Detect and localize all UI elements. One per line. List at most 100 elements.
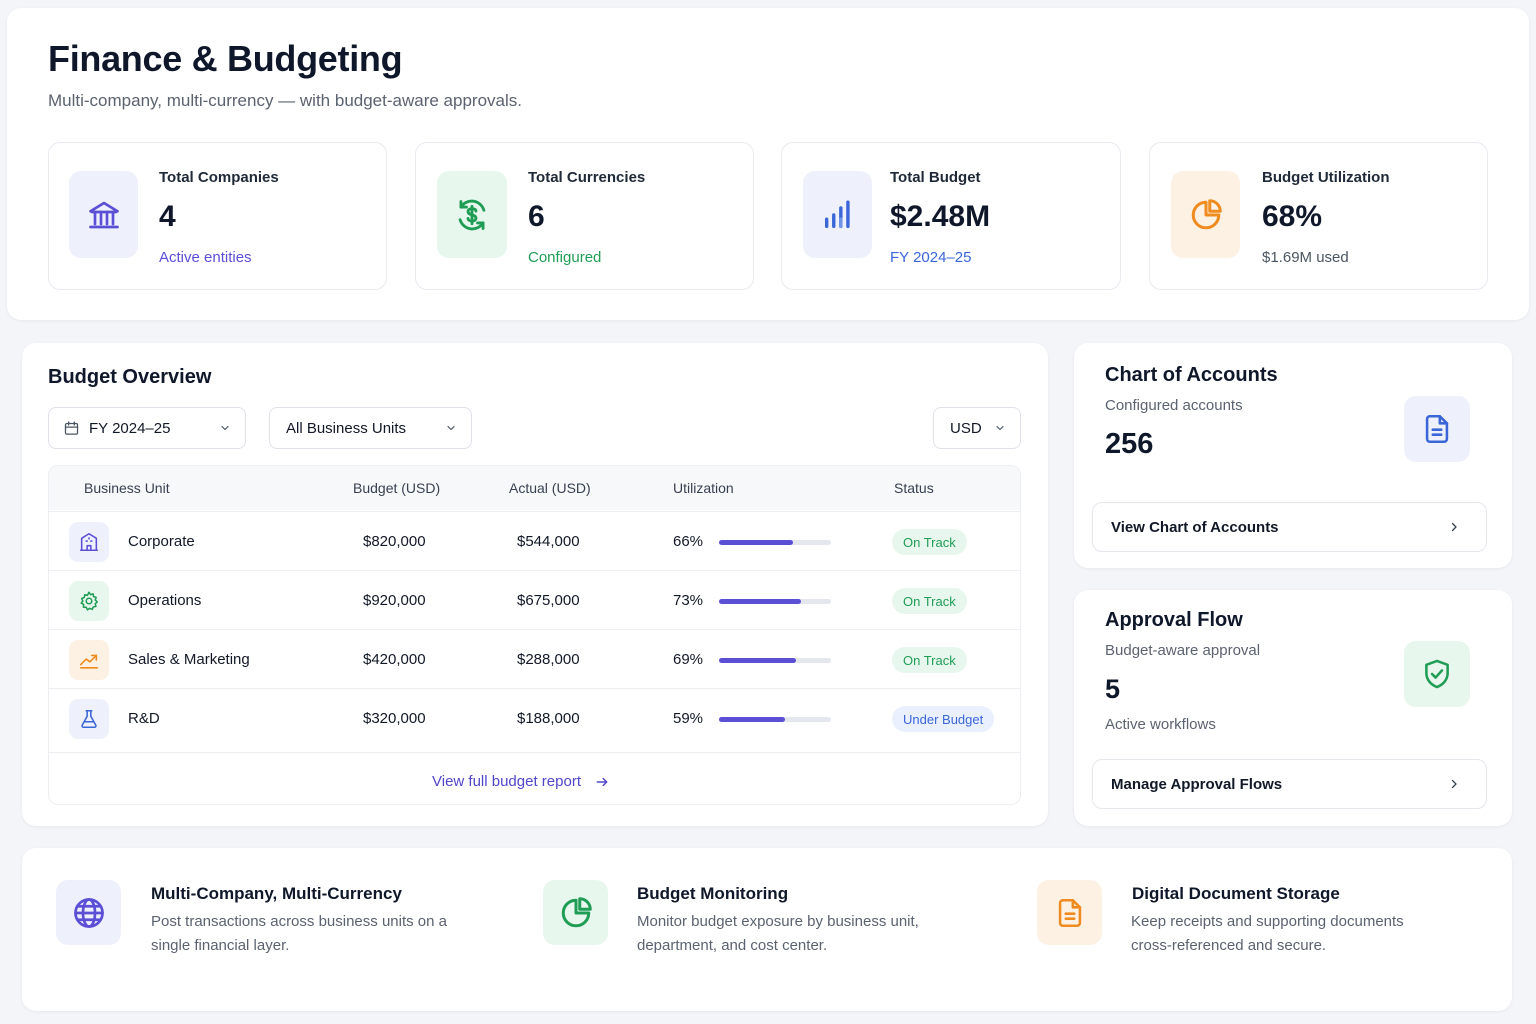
stat-sub: FY 2024–25	[890, 249, 972, 266]
column-header-status: Status	[894, 480, 934, 496]
trend-up-icon	[69, 640, 109, 680]
approval-flow-count: 5	[1105, 674, 1121, 704]
stat-label: Budget Utilization	[1262, 169, 1390, 186]
bar-chart-icon	[803, 171, 872, 258]
stat-label: Total Currencies	[528, 169, 646, 186]
stat-sub: Active entities	[159, 249, 252, 266]
utilization-percent: 69%	[673, 651, 704, 668]
feature-description: Post transactions across business units …	[151, 910, 447, 958]
budget-amount: $920,000	[363, 592, 426, 609]
document-icon	[1037, 880, 1102, 945]
chart-of-accounts-subtitle: Configured accounts	[1105, 397, 1243, 414]
document-icon	[1404, 396, 1470, 462]
utilization-bar-fill	[719, 540, 793, 545]
stat-value: 4	[159, 200, 176, 233]
feature-description: Keep receipts and supporting documents c…	[1131, 910, 1404, 958]
approval-flow-count-label: Active workflows	[1105, 716, 1216, 733]
table-row[interactable]: Corporate $820,000 $544,000 66% On Track	[49, 511, 1020, 570]
feature-description-line: Monitor budget exposure by business unit…	[637, 913, 919, 930]
status-badge: On Track	[892, 529, 967, 555]
feature-description-line: Post transactions across business units …	[151, 913, 447, 930]
view-full-report-label: View full budget report	[432, 773, 581, 790]
stat-card-budget[interactable]: Total Budget $2.48M FY 2024–25	[781, 142, 1121, 290]
page-subtitle: Multi-company, multi-currency — with bud…	[48, 91, 522, 110]
utilization-percent: 66%	[673, 533, 704, 550]
pie-chart-icon	[543, 880, 608, 945]
column-header-unit: Business Unit	[84, 480, 170, 496]
utilization-bar-fill	[719, 717, 786, 722]
chevron-down-icon	[219, 422, 231, 434]
utilization-bar	[719, 717, 831, 722]
column-header-budget: Budget (USD)	[353, 480, 441, 496]
approval-flow-subtitle: Budget-aware approval	[1105, 642, 1261, 659]
table-row[interactable]: R&D $320,000 $188,000 59% Under Budget	[49, 688, 1020, 752]
chart-of-accounts-card: Chart of Accounts Configured accounts 25…	[1074, 343, 1512, 568]
view-chart-of-accounts-label: View Chart of Accounts	[1111, 518, 1279, 536]
actual-amount: $188,000	[517, 710, 580, 727]
features-card: Multi-Company, Multi-Currency Post trans…	[22, 848, 1512, 1011]
table-row[interactable]: Sales & Marketing $420,000 $288,000 69% …	[49, 629, 1020, 688]
stat-card-companies[interactable]: Total Companies 4 Active entities	[48, 142, 387, 290]
feature-description-line: cross-referenced and secure.	[1131, 937, 1327, 954]
feature-description: Monitor budget exposure by business unit…	[637, 910, 919, 958]
chart-of-accounts-title: Chart of Accounts	[1105, 364, 1278, 386]
currency-value: USD	[950, 419, 982, 437]
building-icon	[69, 522, 109, 562]
table-footer	[49, 752, 1020, 804]
stat-card-currencies[interactable]: Total Currencies 6 Configured	[415, 142, 754, 290]
column-header-actual: Actual (USD)	[509, 480, 591, 496]
arrow-right-icon	[595, 775, 609, 789]
business-unit-name: Operations	[128, 592, 202, 609]
bank-icon	[69, 171, 138, 258]
page-title: Finance & Budgeting	[48, 38, 403, 79]
view-chart-of-accounts-button[interactable]: View Chart of Accounts	[1092, 502, 1487, 552]
stat-card-utilization[interactable]: Budget Utilization 68% $1.69M used	[1149, 142, 1488, 290]
business-unit-name: Sales & Marketing	[128, 651, 250, 668]
utilization-percent: 59%	[673, 710, 704, 727]
stat-label: Total Budget	[890, 169, 981, 186]
table-row[interactable]: Operations $920,000 $675,000 73% On Trac…	[49, 570, 1020, 629]
budget-amount: $320,000	[363, 710, 426, 727]
table-header	[49, 466, 1020, 510]
stat-label: Total Companies	[159, 169, 279, 186]
feature-description-line: department, and cost center.	[637, 937, 828, 954]
feature-title: Multi-Company, Multi-Currency	[151, 884, 402, 903]
business-unit-dropdown[interactable]: All Business Units	[269, 407, 472, 449]
actual-amount: $288,000	[517, 651, 580, 668]
flask-icon	[69, 699, 109, 739]
feature-description-line: Keep receipts and supporting documents	[1131, 913, 1404, 930]
stat-value: 6	[528, 200, 545, 233]
chevron-down-icon	[445, 422, 457, 434]
status-badge: On Track	[892, 588, 967, 614]
stat-value: 68%	[1262, 200, 1323, 233]
gear-icon	[69, 581, 109, 621]
column-header-utilization: Utilization	[673, 480, 734, 496]
business-unit-name: R&D	[128, 710, 160, 727]
budget-table	[48, 465, 1021, 805]
utilization-bar	[719, 540, 831, 545]
view-full-report-link[interactable]: View full budget report	[432, 773, 609, 790]
stat-sub: $1.69M used	[1262, 249, 1349, 266]
status-badge: On Track	[892, 647, 967, 673]
currency-exchange-icon	[437, 171, 507, 258]
feature-description-line: single financial layer.	[151, 937, 290, 954]
globe-icon	[56, 880, 121, 945]
utilization-bar-fill	[719, 599, 801, 604]
status-badge: Under Budget	[892, 706, 995, 732]
business-unit-value: All Business Units	[286, 419, 407, 437]
business-unit-name: Corporate	[128, 533, 195, 550]
stat-sub: Configured	[528, 249, 602, 266]
approval-flow-title: Approval Flow	[1105, 609, 1243, 631]
currency-dropdown[interactable]: USD	[933, 407, 1021, 449]
manage-approval-flows-button[interactable]: Manage Approval Flows	[1092, 759, 1487, 809]
actual-amount: $544,000	[517, 533, 580, 550]
manage-approval-flows-label: Manage Approval Flows	[1111, 775, 1283, 793]
utilization-bar-fill	[719, 658, 797, 663]
budget-amount: $820,000	[363, 533, 426, 550]
approval-flow-card: Approval Flow Budget-aware approval 5 Ac…	[1074, 590, 1512, 826]
fiscal-year-value: FY 2024–25	[89, 419, 171, 437]
budget-amount: $420,000	[363, 651, 426, 668]
pie-chart-icon	[1171, 171, 1240, 258]
fiscal-year-dropdown[interactable]: FY 2024–25	[48, 407, 246, 449]
chart-of-accounts-count: 256	[1105, 428, 1154, 460]
